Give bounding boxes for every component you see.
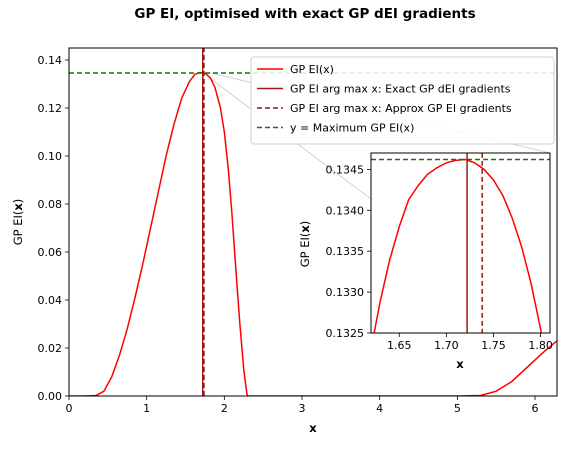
inset-x-axis-label: x bbox=[456, 357, 464, 371]
inset-y-label-prefix: GP EI( bbox=[298, 233, 312, 268]
main-y-label-suffix: ) bbox=[11, 199, 25, 204]
inset-y-tick-label-3: 0.1340 bbox=[326, 204, 365, 217]
legend-label-1: GP EI arg max x: Exact GP dEI gradients bbox=[290, 83, 511, 96]
main-y-tick-label-2: 0.04 bbox=[38, 294, 63, 307]
main-y-tick-label-0: 0.00 bbox=[38, 390, 63, 403]
main-x-tick-label-6: 6 bbox=[532, 402, 539, 415]
main-y-tick-label-6: 0.12 bbox=[38, 102, 63, 115]
legend-box bbox=[250, 56, 555, 145]
inset-plot-series bbox=[371, 153, 550, 333]
inset-x-tick-label-2: 1.75 bbox=[481, 339, 506, 352]
main-y-tick-label-1: 0.02 bbox=[38, 342, 63, 355]
legend-label-0: GP EI(x) bbox=[290, 63, 334, 76]
main-y-label-var: x bbox=[11, 203, 25, 211]
main-x-axis-label: x bbox=[309, 421, 317, 435]
inset-y-axis-label: GP EI(x) bbox=[298, 221, 312, 268]
main-x-tick-label-5: 5 bbox=[454, 402, 461, 415]
main-x-tick-label-1: 1 bbox=[143, 402, 150, 415]
main-series-0 bbox=[69, 71, 557, 396]
main-x-tick-label-4: 4 bbox=[376, 402, 383, 415]
main-y-axis-label: GP EI(x) bbox=[11, 199, 25, 246]
inset-axis-ticks: 1.65 1.70 1.75 1.80 0.1325 0.1330 0.1335 0.1340… bbox=[326, 163, 553, 352]
main-x-tick-label-0: 0 bbox=[66, 402, 73, 415]
legend-label-2: GP EI arg max x: Approx GP EI gradients bbox=[290, 102, 512, 115]
main-y-tick-label-4: 0.08 bbox=[38, 198, 63, 211]
main-y-tick-label-3: 0.06 bbox=[38, 246, 63, 259]
inset-y-label-var: x bbox=[298, 225, 312, 233]
inset-y-tick-label-1: 0.1330 bbox=[326, 286, 365, 299]
inset-y-tick-label-4: 0.1345 bbox=[326, 163, 365, 176]
main-y-tick-label-7: 0.14 bbox=[38, 54, 63, 67]
inset-plot-area bbox=[370, 152, 551, 334]
inset-y-tick-label-0: 0.1325 bbox=[326, 327, 365, 340]
inset-background bbox=[371, 153, 550, 333]
main-plot-area bbox=[68, 47, 558, 397]
legend: GP EI(x) GP EI arg max x: Exact GP dEI gr… bbox=[250, 56, 555, 145]
main-y-label-prefix: GP EI( bbox=[11, 211, 25, 246]
inset-x-tick-label-0: 1.65 bbox=[387, 339, 412, 352]
main-y-tick-label-5: 0.10 bbox=[38, 150, 63, 163]
main-axis-ticks: 0 1 2 3 4 5 6 0.00 0.02 0.04 0.06 0.08 0.10 0.12 0.14 bbox=[38, 54, 539, 415]
main-x-tick-label-3: 3 bbox=[299, 402, 306, 415]
inset-x-tick-label-1: 1.70 bbox=[434, 339, 459, 352]
inset-x-tick-label-3: 1.80 bbox=[528, 339, 553, 352]
legend-label-3: y = Maximum GP EI(x) bbox=[290, 122, 414, 135]
inset-y-tick-label-2: 0.1335 bbox=[326, 245, 365, 258]
chart-title: GP EI, optimised with exact GP dEI gradi… bbox=[134, 6, 475, 22]
main-x-tick-label-2: 2 bbox=[221, 402, 228, 415]
inset-y-label-suffix: ) bbox=[298, 221, 312, 226]
